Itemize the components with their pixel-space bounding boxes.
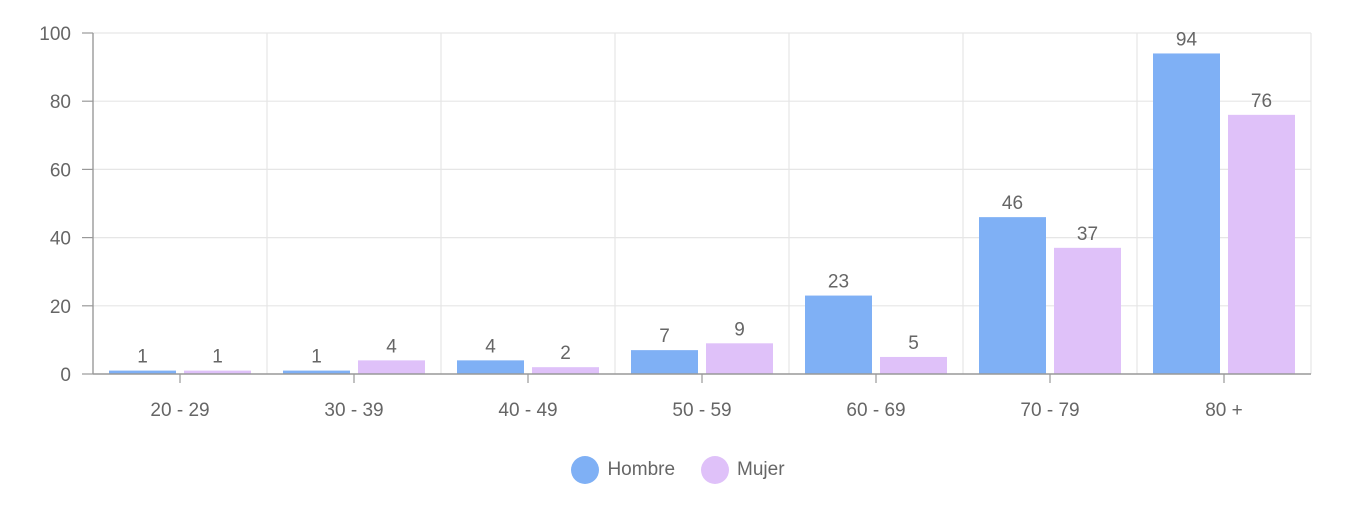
x-tick-label: 30 - 39 — [324, 400, 383, 421]
bar-hombre[interactable] — [457, 360, 524, 374]
grid-lines — [93, 32, 1312, 374]
data-label: 46 — [1002, 193, 1023, 214]
x-tick-label: 40 - 49 — [498, 400, 557, 421]
data-label: 1 — [311, 347, 322, 368]
bar-hombre[interactable] — [109, 370, 176, 374]
bar-mujer[interactable] — [1054, 247, 1121, 374]
bar-mujer[interactable] — [358, 360, 425, 374]
legend-swatch-icon — [701, 456, 730, 484]
x-tick-label: 50 - 59 — [672, 400, 731, 421]
bar-mujer[interactable] — [532, 367, 599, 374]
y-tick-label: 100 — [39, 24, 71, 45]
data-label: 7 — [659, 326, 670, 347]
legend-label: Mujer — [737, 459, 785, 480]
data-label: 4 — [386, 336, 397, 357]
data-label: 1 — [212, 347, 223, 368]
y-tick-label: 40 — [50, 229, 71, 250]
legend-item-hombre[interactable]: Hombre — [571, 456, 675, 484]
data-label: 23 — [828, 272, 849, 293]
bar-mujer[interactable] — [880, 356, 947, 374]
bar-mujer[interactable] — [184, 370, 251, 374]
bar-hombre[interactable] — [1153, 53, 1220, 375]
y-tick-label: 60 — [50, 160, 71, 181]
y-tick-label: 20 — [50, 297, 71, 318]
x-axis: 20 - 29 30 - 39 40 - 49 50 - 59 60 - 69 70 - … — [93, 373, 1311, 421]
x-tick-label: 20 - 29 — [150, 400, 209, 421]
bars: 1 1 4 7 23 46 94 1 4 2 9 5 37 76 — [109, 29, 1295, 375]
data-label: 2 — [560, 343, 571, 364]
legend-item-mujer[interactable]: Mujer — [701, 456, 785, 484]
data-label: 94 — [1176, 29, 1198, 50]
y-tick-label: 80 — [50, 92, 71, 113]
bar-hombre[interactable] — [631, 350, 698, 374]
data-label: 37 — [1077, 224, 1098, 245]
legend: Hombre Mujer — [0, 456, 1356, 484]
y-axis: 0 20 40 60 80 100 — [39, 24, 94, 386]
x-tick-label: 80 + — [1205, 400, 1243, 421]
data-label: 4 — [485, 336, 496, 357]
data-label: 76 — [1251, 91, 1272, 112]
data-label: 5 — [908, 333, 919, 354]
x-tick-label: 60 - 69 — [846, 400, 905, 421]
bar-hombre[interactable] — [805, 295, 872, 374]
bar-hombre[interactable] — [283, 370, 350, 374]
data-label: 9 — [734, 319, 745, 340]
data-label: 1 — [137, 347, 148, 368]
bar-hombre[interactable] — [979, 217, 1046, 374]
y-tick-label: 0 — [60, 365, 71, 386]
bar-mujer[interactable] — [1228, 114, 1295, 374]
legend-label: Hombre — [607, 459, 676, 480]
legend-swatch-icon — [571, 456, 600, 484]
bar-mujer[interactable] — [706, 343, 773, 374]
x-tick-label: 70 - 79 — [1020, 400, 1079, 421]
